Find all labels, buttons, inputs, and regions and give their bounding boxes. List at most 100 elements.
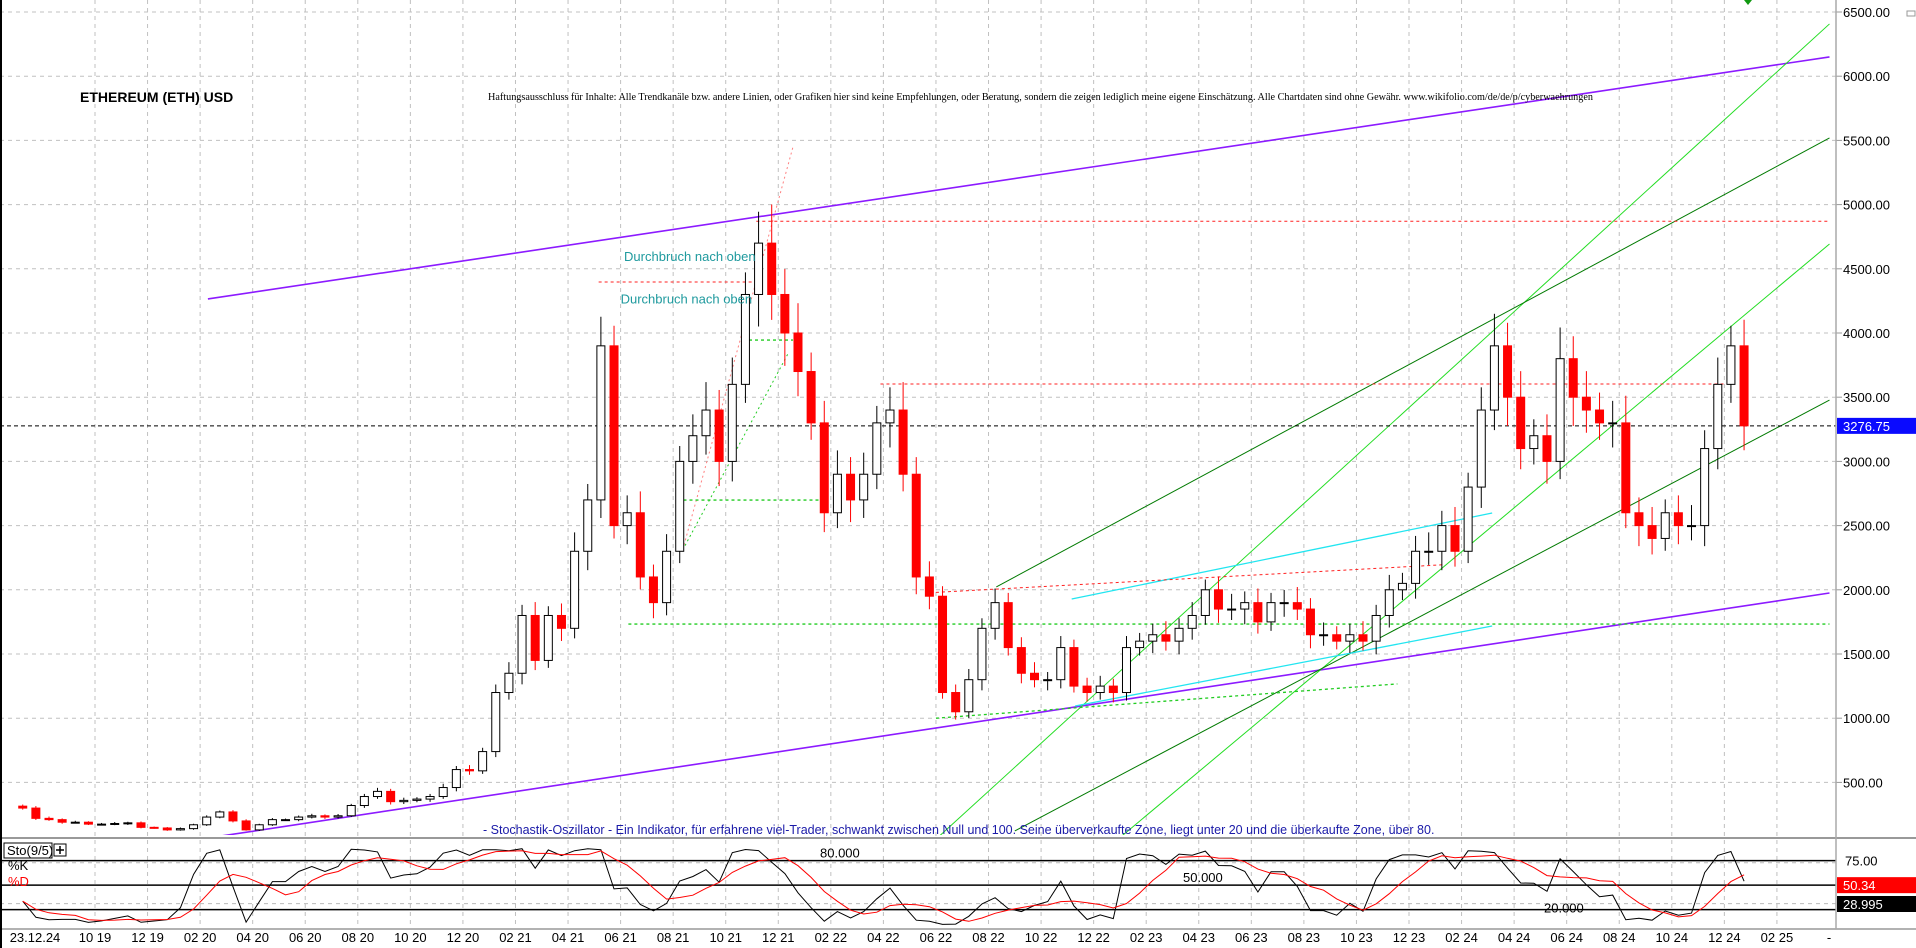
- candle: [1450, 525, 1460, 552]
- y-tick-label: 4500.00: [1843, 262, 1890, 277]
- candle: [83, 821, 93, 825]
- candle: [1660, 512, 1670, 539]
- candle: [1200, 589, 1210, 616]
- chart-title: ETHEREUM (ETH) USD: [80, 89, 233, 105]
- candle: [740, 293, 750, 385]
- x-tick-label: 10 24: [1656, 930, 1689, 945]
- x-tick-label: 02 22: [815, 930, 848, 945]
- y-tick-label: 5500.00: [1843, 133, 1890, 148]
- candle: [451, 769, 461, 789]
- candle: [846, 473, 856, 501]
- stochastic-level-label: 20.000: [1544, 901, 1584, 916]
- candle: [438, 787, 448, 798]
- trend-line-green-dashed[interactable]: [935, 683, 1398, 719]
- trend-line-dark-green[interactable]: [1014, 399, 1830, 832]
- candle: [281, 819, 291, 822]
- candle: [1634, 512, 1644, 527]
- x-tick-label: 02 25: [1761, 930, 1794, 945]
- x-tick-label: 12 20: [447, 930, 480, 945]
- trend-line-light-green[interactable]: [928, 23, 1830, 847]
- candle: [1397, 582, 1407, 591]
- x-tick-label: 06 24: [1550, 930, 1583, 945]
- indicator-label-box[interactable]: [3, 842, 53, 859]
- candle: [1292, 602, 1302, 610]
- candle: [386, 790, 396, 803]
- candle: [635, 512, 645, 578]
- candle: [1148, 634, 1158, 642]
- candles: [18, 204, 1749, 831]
- x-tick-label: 12 23: [1393, 930, 1426, 945]
- candle: [648, 576, 658, 604]
- candle: [622, 512, 632, 527]
- candle: [977, 627, 987, 681]
- y-tick-label: 2500.00: [1843, 519, 1890, 534]
- candle: [44, 817, 54, 821]
- x-tick-label: 06 21: [604, 930, 637, 945]
- k-value: 28.995: [1843, 897, 1883, 912]
- candle: [1213, 589, 1223, 610]
- stochastic-description: - Stochastik-Oszillator - Ein Indikator,…: [483, 823, 1434, 837]
- candle: [1476, 409, 1486, 488]
- trend-line-cyan[interactable]: [1075, 625, 1493, 707]
- d-value: 50.34: [1843, 878, 1876, 893]
- trend-line-red-dashed[interactable]: [935, 564, 1444, 593]
- trend-line-purple[interactable]: [208, 592, 1830, 838]
- d-label: %D: [8, 874, 29, 889]
- candle: [123, 822, 133, 825]
- marker-icon: [1744, 0, 1752, 5]
- x-tick-label: 06 23: [1235, 930, 1268, 945]
- candle: [964, 679, 974, 713]
- indicator-label: Sto(9/5): [7, 843, 53, 858]
- candle: [1016, 647, 1026, 674]
- trend-line-purple[interactable]: [207, 56, 1830, 300]
- stochastic-d-line: [22, 850, 1745, 922]
- d-value-badge: [1837, 877, 1916, 894]
- trend-line-cyan[interactable]: [1071, 512, 1493, 600]
- candle: [688, 435, 698, 462]
- candle: [149, 826, 159, 829]
- candle: [1095, 685, 1105, 694]
- k-label: %K: [8, 858, 29, 873]
- candle: [1647, 525, 1657, 539]
- candle: [1332, 634, 1342, 642]
- stochastic-axis-label: 75.00: [1845, 854, 1878, 869]
- candle: [924, 576, 934, 597]
- candle: [175, 828, 185, 831]
- x-tick-label: 06 20: [289, 930, 322, 945]
- y-tick-label: 1500.00: [1843, 647, 1890, 662]
- x-tick-label: 23.12.24: [10, 930, 61, 945]
- candle: [859, 473, 869, 501]
- candle: [1305, 608, 1315, 636]
- candle: [1463, 486, 1473, 552]
- trend-line-dark-green[interactable]: [996, 137, 1830, 588]
- candle: [399, 799, 409, 803]
- candle: [1687, 525, 1697, 528]
- collapse-icon[interactable]: [1906, 10, 1916, 17]
- candle: [1437, 525, 1447, 552]
- x-tick-label: 08 22: [972, 930, 1005, 945]
- candle: [478, 751, 488, 772]
- x-tick-label: 10 20: [394, 930, 427, 945]
- x-tick-label: 02 21: [499, 930, 532, 945]
- candle: [1043, 679, 1053, 682]
- candle: [543, 614, 553, 661]
- texts: ETHEREUM (ETH) USD Haftungsausschluss fü…: [80, 89, 1594, 837]
- candle: [1568, 358, 1578, 398]
- candle: [1056, 647, 1066, 681]
- candle: [373, 790, 383, 798]
- candle: [1411, 550, 1421, 584]
- candle: [346, 805, 356, 817]
- x-tick-label: 10 21: [709, 930, 742, 945]
- candle: [1240, 602, 1250, 610]
- candle: [202, 816, 212, 826]
- x-tick-label: 08 23: [1288, 930, 1321, 945]
- candle: [1266, 602, 1276, 623]
- candle: [1673, 512, 1683, 527]
- x-tick-label: 04 24: [1498, 930, 1531, 945]
- y-tick-label: 5000.00: [1843, 198, 1890, 213]
- candle: [136, 822, 146, 828]
- candle: [215, 811, 225, 818]
- x-tick-label: 10 22: [1025, 930, 1058, 945]
- candle: [1581, 396, 1591, 411]
- candle: [31, 807, 41, 819]
